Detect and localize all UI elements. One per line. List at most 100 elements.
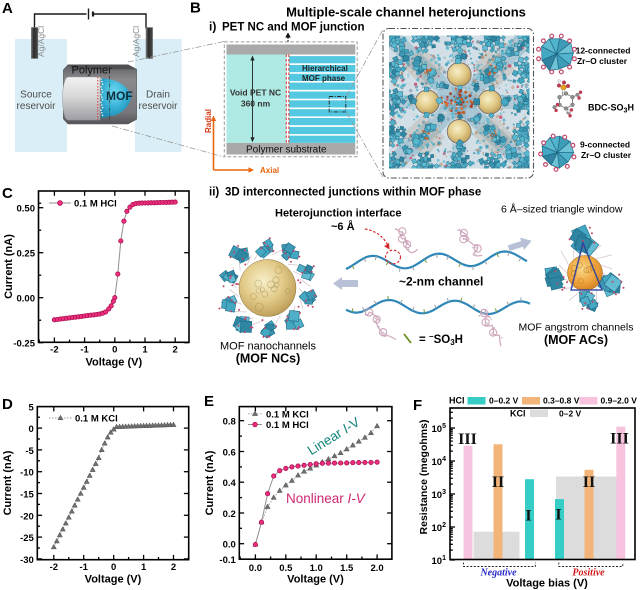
svg-text:reservoir: reservoir <box>139 101 179 112</box>
svg-text:Radial: Radial <box>204 109 213 133</box>
svg-text:0.1 M HCl: 0.1 M HCl <box>266 420 309 431</box>
svg-text:0.25: 0.25 <box>17 249 36 260</box>
svg-text:HCl: HCl <box>449 396 465 406</box>
svg-text:-20: -20 <box>20 511 34 522</box>
svg-text:Axial: Axial <box>260 166 279 175</box>
svg-text:12-connected: 12-connected <box>576 46 631 56</box>
svg-text:A: A <box>2 0 13 17</box>
svg-text:ii): ii) <box>209 187 219 199</box>
svg-text:1: 1 <box>142 345 148 356</box>
svg-text:0.4: 0.4 <box>223 478 237 489</box>
svg-text:(MOF ACs): (MOF ACs) <box>544 333 608 347</box>
svg-text:9-connected: 9-connected <box>580 140 630 150</box>
svg-text:BDC-SO3H: BDC-SO3H <box>588 103 634 115</box>
svg-text:1.0: 1.0 <box>310 563 323 574</box>
svg-text:0.6: 0.6 <box>223 448 236 459</box>
svg-text:PET NC and MOF junction: PET NC and MOF junction <box>222 22 364 34</box>
svg-text:Voltage (V): Voltage (V) <box>85 574 142 586</box>
svg-text:-2: -2 <box>50 345 58 356</box>
svg-text:2.0: 2.0 <box>370 563 383 574</box>
svg-text:Voltage bias (V): Voltage bias (V) <box>506 578 588 590</box>
svg-text:KCl: KCl <box>510 409 526 419</box>
svg-text:-5: -5 <box>25 446 34 457</box>
svg-text:Positive: Positive <box>572 568 605 579</box>
svg-text:1: 1 <box>141 562 147 573</box>
svg-text:~6 Å: ~6 Å <box>331 220 355 233</box>
svg-text:-0.1: -0.1 <box>219 555 236 566</box>
svg-text:-2: -2 <box>50 562 58 573</box>
svg-text:2: 2 <box>173 345 178 356</box>
svg-text:360 nm: 360 nm <box>241 99 271 109</box>
svg-text:Resistance (megohms): Resistance (megohms) <box>418 420 430 535</box>
svg-text:MOF angstrom channels: MOF angstrom channels <box>519 322 634 334</box>
svg-text:Polymer: Polymer <box>72 65 113 77</box>
svg-text:Zr–O cluster: Zr–O cluster <box>581 150 632 160</box>
svg-text:(MOF NCs): (MOF NCs) <box>236 352 301 366</box>
svg-text:1.5: 1.5 <box>340 563 354 574</box>
svg-text:Voltage (V): Voltage (V) <box>85 357 142 369</box>
svg-text:reservoir: reservoir <box>17 101 57 112</box>
svg-text:2: 2 <box>171 562 176 573</box>
svg-text:F: F <box>413 397 422 414</box>
svg-text:Nonlinear I-V: Nonlinear I-V <box>286 491 367 506</box>
svg-text:Current (nA): Current (nA) <box>3 234 15 299</box>
svg-text:-1: -1 <box>79 562 88 573</box>
svg-text:Voltage (V): Voltage (V) <box>287 574 344 586</box>
svg-text:0–0.2 V: 0–0.2 V <box>489 396 519 406</box>
svg-text:-0.25: -0.25 <box>13 339 35 350</box>
svg-text:0.3–0.8 V: 0.3–0.8 V <box>543 396 580 406</box>
svg-text:5: 5 <box>29 402 35 413</box>
svg-text:Current (nA): Current (nA) <box>204 450 216 515</box>
svg-text:0–2 V: 0–2 V <box>559 409 582 419</box>
svg-text:MOF phase: MOF phase <box>302 74 346 83</box>
svg-text:0.0: 0.0 <box>249 563 262 574</box>
svg-text:= −SO3H: = −SO3H <box>419 332 463 347</box>
svg-text:0.0: 0.0 <box>223 540 236 551</box>
svg-text:-10: -10 <box>20 468 34 479</box>
svg-text:MOF nanochannels: MOF nanochannels <box>220 341 316 353</box>
svg-text:0: 0 <box>111 562 116 573</box>
svg-text:III: III <box>610 431 629 448</box>
svg-text:I: I <box>525 508 531 525</box>
svg-text:Drain: Drain <box>146 90 170 101</box>
svg-text:I: I <box>555 507 561 524</box>
svg-text:0.1 M KCl: 0.1 M KCl <box>266 410 309 421</box>
svg-text:-30: -30 <box>20 555 34 566</box>
svg-text:Source: Source <box>20 90 52 101</box>
svg-text:~2-nm channel: ~2-nm channel <box>399 275 483 289</box>
svg-text:E: E <box>204 393 214 410</box>
svg-text:0: 0 <box>29 424 34 435</box>
svg-text:III: III <box>458 431 477 448</box>
svg-text:Heterojunction interface: Heterojunction interface <box>275 208 402 220</box>
svg-text:Ag/AgCl: Ag/AgCl <box>131 26 141 57</box>
svg-text:-25: -25 <box>20 533 34 544</box>
svg-text:0.1 M HCl: 0.1 M HCl <box>74 199 117 210</box>
svg-text:i): i) <box>209 20 216 34</box>
svg-text:Multiple-scale channel heteroj: Multiple-scale channel heterojunctions <box>286 5 526 20</box>
svg-text:D: D <box>2 396 13 413</box>
svg-text:3D interconnected junctions wi: 3D interconnected junctions within MOF p… <box>225 187 481 199</box>
svg-text:B: B <box>190 0 201 17</box>
svg-text:0.5: 0.5 <box>279 563 293 574</box>
svg-text:0.2: 0.2 <box>223 509 236 520</box>
svg-text:Current (nA): Current (nA) <box>2 450 14 515</box>
svg-text:II: II <box>583 474 595 491</box>
svg-text:0.00: 0.00 <box>17 294 36 305</box>
svg-text:Polymer substrate: Polymer substrate <box>246 145 327 156</box>
svg-text:II: II <box>492 474 504 491</box>
svg-text:6 Å–sized triangle window: 6 Å–sized triangle window <box>501 203 623 216</box>
svg-text:0: 0 <box>112 345 117 356</box>
svg-text:0.50: 0.50 <box>17 204 36 215</box>
svg-text:MOF: MOF <box>106 89 133 103</box>
svg-text:0.8: 0.8 <box>223 417 236 428</box>
svg-text:Hierarchical: Hierarchical <box>302 64 348 73</box>
svg-text:C: C <box>2 185 13 202</box>
svg-text:Ag/AgCl: Ag/AgCl <box>36 26 46 57</box>
svg-text:Void PET NC: Void PET NC <box>230 88 281 98</box>
svg-text:Zr–O cluster: Zr–O cluster <box>577 56 628 66</box>
svg-text:0.9–2.0 V: 0.9–2.0 V <box>601 396 638 406</box>
svg-text:0.1 M KCl: 0.1 M KCl <box>75 414 118 425</box>
svg-text:-1: -1 <box>80 345 89 356</box>
svg-text:-15: -15 <box>20 490 34 501</box>
svg-text:Negative: Negative <box>479 568 517 579</box>
